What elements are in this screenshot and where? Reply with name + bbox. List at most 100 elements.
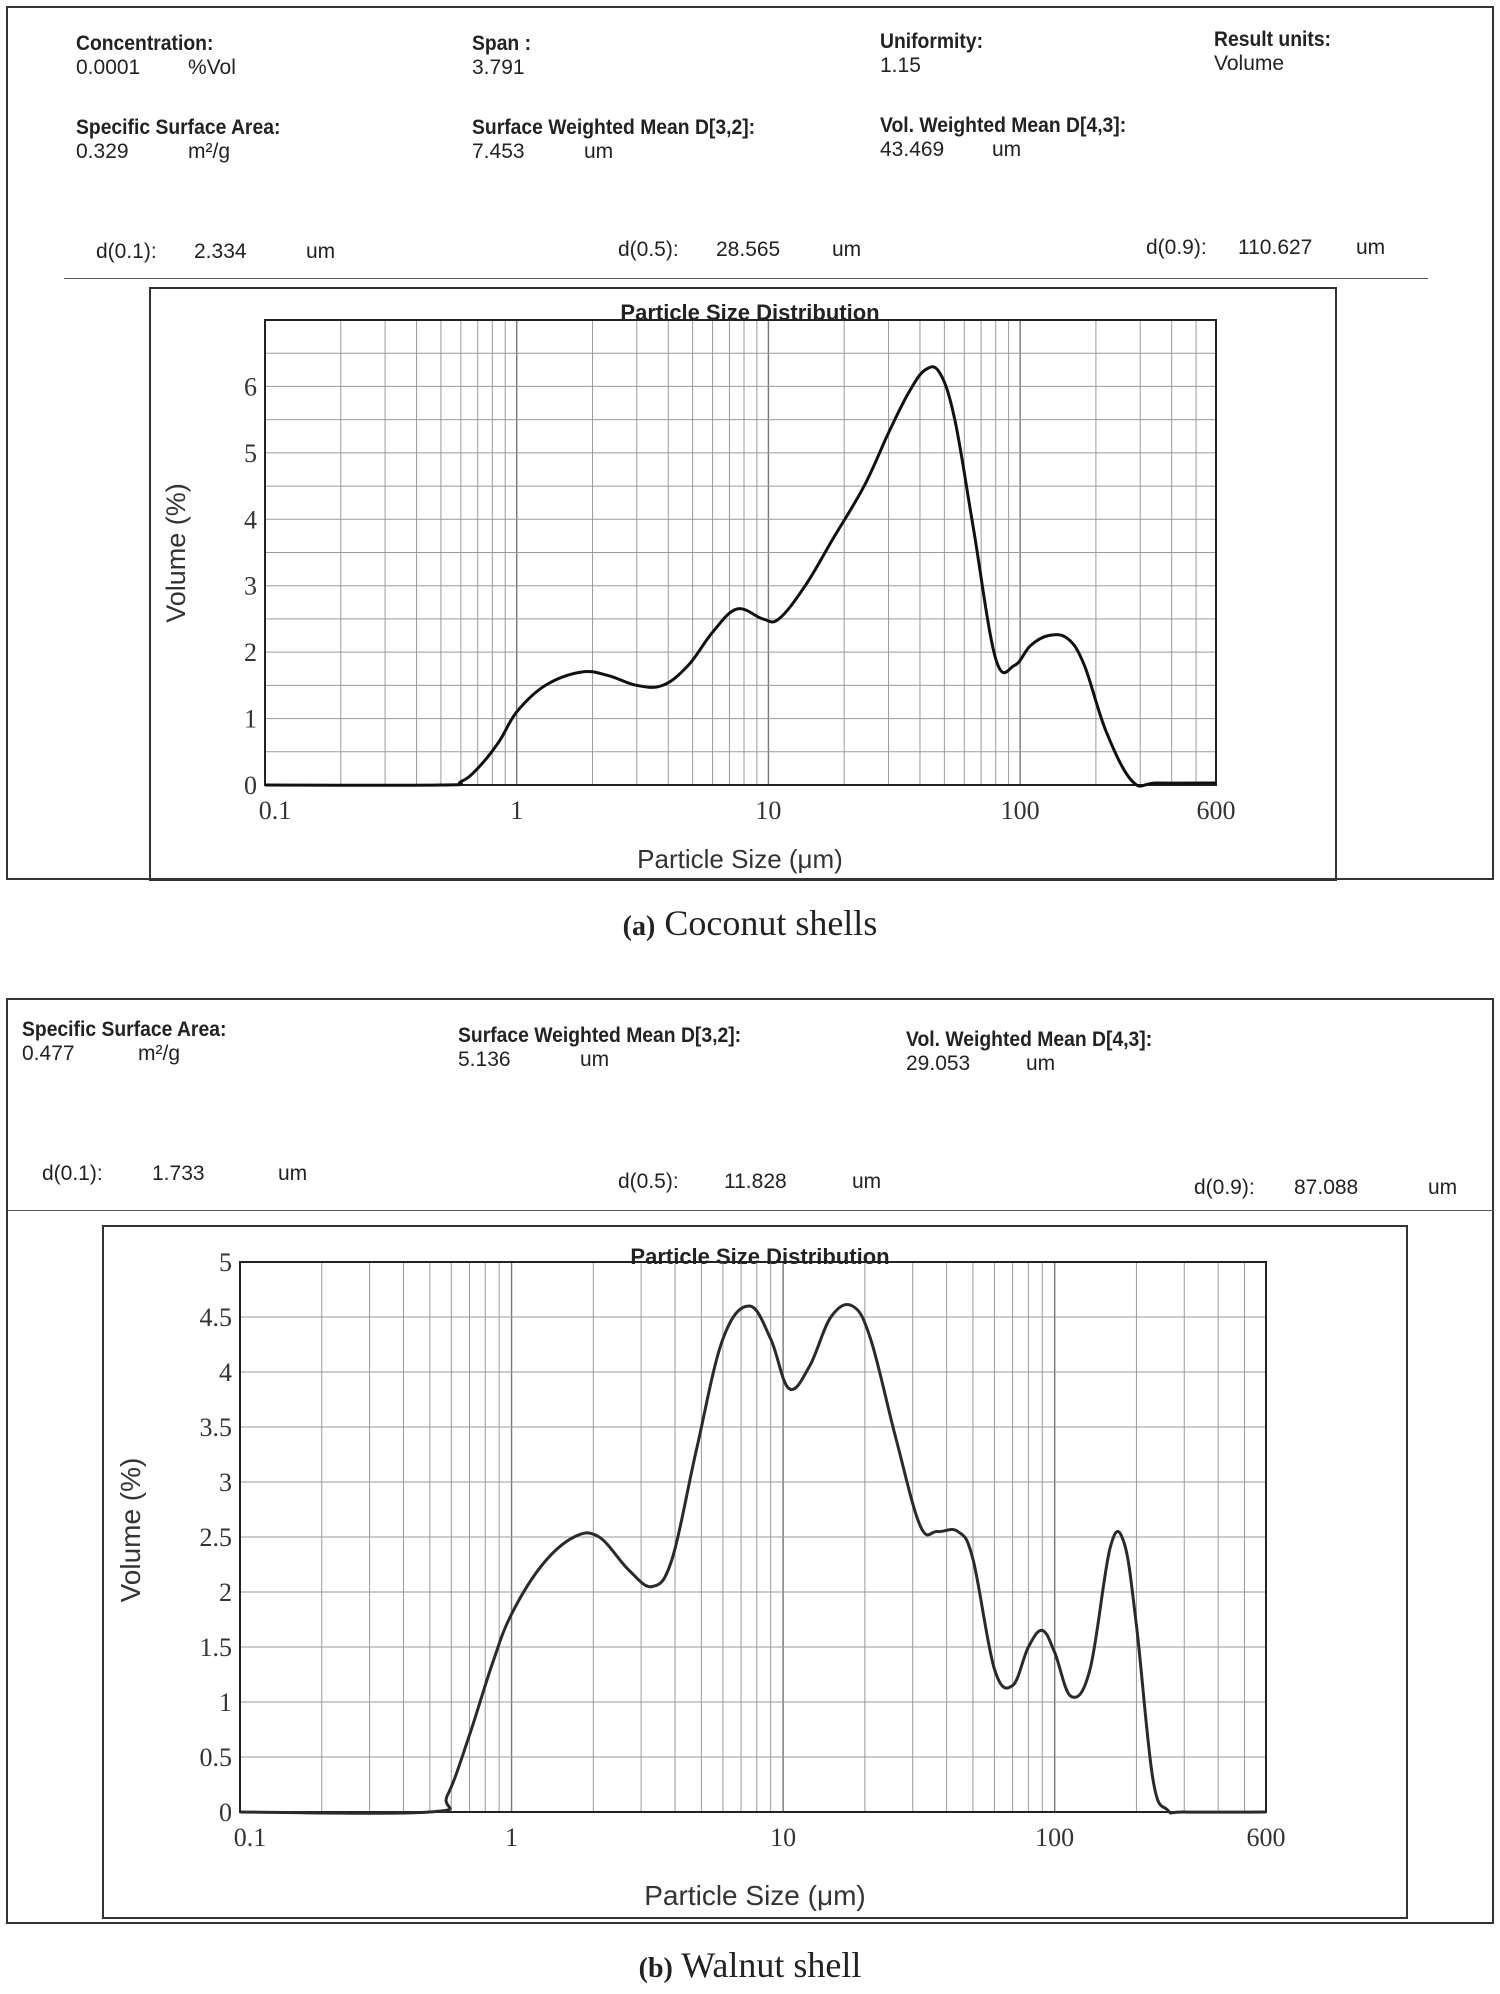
d-label: d(0.5):: [618, 1170, 679, 1193]
d-value: 1.733: [152, 1162, 205, 1185]
y-tick-label: 1: [219, 1688, 232, 1717]
d-unit: um: [278, 1162, 308, 1185]
y-tick-label: 1: [244, 705, 257, 734]
x-tick-label: 100: [1035, 1823, 1074, 1852]
y-tick-label: 2: [219, 1578, 232, 1607]
series-line: [239, 1303, 1267, 1815]
x-axis-label: Particle Size (μm): [644, 1880, 866, 1911]
caption-tag: (a): [622, 911, 656, 942]
d10-readout: d(0.1): 1.733 um: [42, 1162, 307, 1186]
plot-area: [239, 1261, 1267, 1813]
x-tick-label: 10: [770, 1823, 796, 1852]
d-unit: um: [832, 238, 862, 261]
y-tick-label: 3.5: [200, 1413, 233, 1442]
y-tick-label: 3: [244, 572, 257, 601]
x-tick-label: 600: [1197, 796, 1236, 825]
d-value: 2.334: [194, 240, 247, 263]
stat-concentration: Concentration: 0.0001 %Vol: [76, 32, 236, 80]
d50-readout: d(0.5): 28.565 um: [618, 238, 861, 262]
y-tick-label: 2.5: [200, 1523, 233, 1552]
y-axis-label: Volume (%): [115, 1458, 146, 1603]
stat-value: 43.469: [880, 138, 945, 161]
series-line: [264, 365, 1217, 788]
d-value: 11.828: [724, 1170, 787, 1193]
stat-label: Specific Surface Area:: [76, 116, 281, 139]
x-tick-label: 1: [505, 1823, 518, 1852]
d-label: d(0.9):: [1194, 1176, 1255, 1199]
stat-value: 0.329: [76, 140, 129, 163]
caption-b: (b) Walnut shell: [0, 1944, 1500, 1986]
stat-label: Span :: [472, 32, 532, 55]
stats-divider: [64, 278, 1428, 279]
stat-unit: m²/g: [138, 1042, 180, 1065]
d90-readout: d(0.9): 110.627 um: [1146, 236, 1385, 260]
chart-title: Particle Size Distribution: [630, 1244, 889, 1269]
stat-label: Vol. Weighted Mean D[4,3]:: [906, 1028, 1153, 1051]
stat-vol-weighted-mean: Vol. Weighted Mean D[4,3]: 43.469 um: [880, 114, 1148, 162]
d-value: 87.088: [1294, 1176, 1359, 1199]
stat-result-units: Result units: Volume: [1214, 28, 1341, 76]
d90-readout: d(0.9): 87.088 um: [1194, 1176, 1457, 1200]
stat-value: 7.453: [472, 140, 525, 163]
stat-label: Uniformity:: [880, 30, 984, 53]
d-label: d(0.5):: [618, 238, 679, 261]
stat-value: 0.477: [22, 1042, 75, 1065]
stat-value: 3.791: [472, 56, 525, 79]
stat-specific-surface-area: Specific Surface Area: 0.329 m²/g: [76, 116, 298, 164]
caption-a: (a) Coconut shells: [0, 902, 1500, 944]
stat-surface-weighted-mean: Surface Weighted Mean D[3,2]: 5.136 um: [458, 1024, 766, 1072]
stat-label: Result units:: [1214, 28, 1331, 51]
panel-b: Specific Surface Area: 0.477 m²/g Surface…: [6, 998, 1494, 1924]
y-tick-label: 4.5: [200, 1303, 233, 1332]
stat-vol-weighted-mean: Vol. Weighted Mean D[4,3]: 29.053 um: [906, 1028, 1174, 1076]
plot-area: [264, 319, 1217, 786]
d-value: 28.565: [716, 238, 781, 261]
stat-surface-weighted-mean: Surface Weighted Mean D[3,2]: 7.453 um: [472, 116, 780, 164]
y-axis-label: Volume (%): [161, 483, 191, 623]
y-tick-label: 0: [219, 1798, 232, 1827]
stat-label: Vol. Weighted Mean D[4,3]:: [880, 114, 1127, 137]
y-tick-label: 4: [219, 1358, 232, 1387]
y-tick-label: 3: [219, 1468, 232, 1497]
chart-frame: [102, 1225, 1408, 1919]
x-tick-label: 100: [1001, 796, 1040, 825]
y-tick-label: 0: [244, 771, 257, 800]
y-tick-label: 2: [244, 638, 257, 667]
y-tick-label: 6: [244, 372, 257, 401]
stat-unit: um: [580, 1048, 610, 1071]
x-tick-label: 0.1: [259, 796, 292, 825]
x-tick-label: 600: [1247, 1823, 1286, 1852]
panel-a: Concentration: 0.0001 %Vol Span : 3.791 U…: [6, 6, 1494, 880]
stat-value: 5.136: [458, 1048, 511, 1071]
y-tick-label: 0.5: [200, 1743, 233, 1772]
stat-unit: um: [992, 138, 1022, 161]
y-tick-label: 5: [244, 439, 257, 468]
y-tick-label: 5: [219, 1248, 232, 1277]
stat-unit: um: [584, 140, 614, 163]
d-label: d(0.1):: [42, 1162, 103, 1185]
stat-value: Volume: [1214, 52, 1285, 75]
stat-span: Span : 3.791: [472, 32, 536, 80]
d-label: d(0.9):: [1146, 236, 1207, 259]
caption-text: Coconut shells: [664, 903, 878, 943]
d50-readout: d(0.5): 11.828 um: [618, 1170, 881, 1194]
stats-divider: [8, 1210, 1494, 1211]
stat-label: Surface Weighted Mean D[3,2]:: [472, 116, 756, 139]
caption-text: Walnut shell: [681, 1945, 862, 1985]
stat-specific-surface-area: Specific Surface Area: 0.477 m²/g: [22, 1018, 244, 1066]
stat-unit: m²/g: [188, 140, 230, 163]
d-label: d(0.1):: [96, 240, 157, 263]
x-tick-label: 10: [755, 796, 781, 825]
d-unit: um: [1428, 1176, 1458, 1199]
x-tick-label: 1: [510, 796, 523, 825]
chart-frame: [149, 287, 1337, 881]
stat-value: 1.15: [880, 54, 921, 77]
caption-tag: (b): [638, 1953, 673, 1984]
d10-readout: d(0.1): 2.334 um: [96, 240, 335, 264]
d-value: 110.627: [1238, 236, 1313, 259]
stat-uniformity: Uniformity: 1.15: [880, 30, 992, 78]
d-unit: um: [852, 1170, 882, 1193]
stat-label: Specific Surface Area:: [22, 1018, 227, 1041]
